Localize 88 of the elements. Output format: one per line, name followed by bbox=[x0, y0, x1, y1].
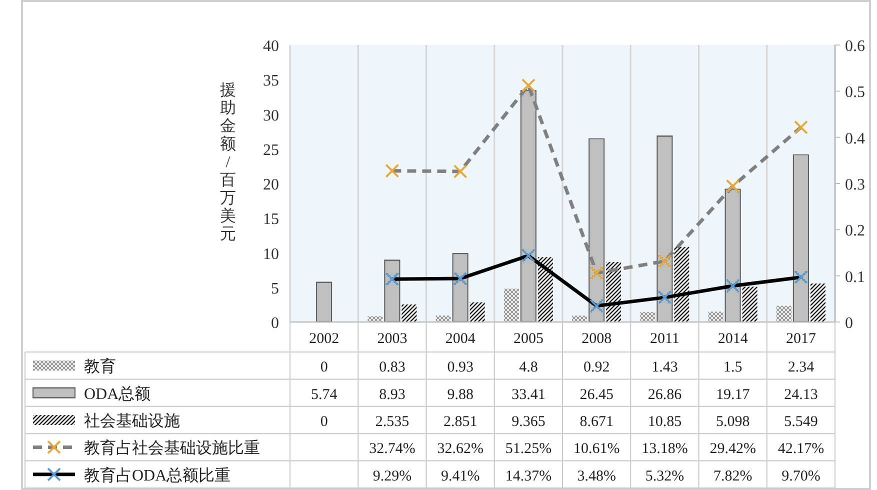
data-label: 0 bbox=[320, 414, 328, 430]
x-tick-label: 2002 bbox=[309, 331, 340, 347]
bar bbox=[724, 188, 741, 322]
bar bbox=[640, 312, 656, 322]
bar bbox=[520, 90, 536, 322]
legend-label: 社会基础设施 bbox=[84, 412, 180, 430]
data-label: 2.535 bbox=[375, 414, 410, 430]
data-label: 26.86 bbox=[648, 386, 682, 403]
data-label: 5.098 bbox=[716, 414, 750, 430]
bar bbox=[572, 316, 588, 322]
x-tick-label: 2004 bbox=[445, 331, 476, 347]
y2-tick-label: 0.1 bbox=[845, 268, 865, 286]
y-tick-label: 35 bbox=[263, 72, 279, 90]
x-tick-label: 2005 bbox=[513, 331, 544, 347]
data-label: 42.17% bbox=[778, 441, 824, 458]
y-tick-label: 40 bbox=[263, 38, 279, 55]
data-label: 5.74 bbox=[310, 386, 338, 403]
y-tick-label: 15 bbox=[263, 211, 279, 228]
data-label: 32.74% bbox=[369, 441, 416, 458]
text: 援助金额/百万美元 bbox=[220, 82, 236, 243]
data-label: 26.45 bbox=[580, 386, 614, 403]
data-label: 9.41% bbox=[440, 468, 480, 484]
data-label: 29.42% bbox=[710, 441, 756, 458]
y-tick-label: 25 bbox=[263, 142, 279, 159]
bar bbox=[504, 288, 519, 322]
data-label: 10.61% bbox=[573, 441, 620, 458]
bar bbox=[538, 257, 553, 322]
y2-tick-label: 0.3 bbox=[845, 176, 865, 194]
bar bbox=[470, 302, 485, 322]
y-tick-label: 20 bbox=[263, 176, 279, 194]
y-tick-label: 5 bbox=[271, 280, 279, 298]
data-label: 3.48% bbox=[577, 468, 616, 484]
data-label: 7.82% bbox=[713, 468, 752, 484]
data-label: 2.34 bbox=[788, 360, 815, 376]
legend-label: 教育 bbox=[84, 358, 116, 376]
data-label: 5.549 bbox=[784, 414, 818, 430]
data-label: 13.18% bbox=[642, 441, 688, 458]
data-label: 24.13 bbox=[784, 386, 818, 403]
bar bbox=[810, 284, 826, 322]
bar bbox=[588, 138, 605, 322]
data-label: 32.62% bbox=[437, 441, 484, 458]
legend-label: ODA总额 bbox=[84, 384, 151, 403]
bar bbox=[436, 316, 451, 322]
bar bbox=[674, 246, 690, 322]
x-tick-label: 2014 bbox=[718, 331, 748, 347]
data-label: 10.85 bbox=[648, 414, 682, 430]
y2-tick-label: 0.5 bbox=[845, 84, 865, 102]
data-label: 9.88 bbox=[447, 386, 474, 403]
bar bbox=[384, 260, 400, 322]
y-tick-label: 0 bbox=[271, 315, 279, 332]
data-label: 4.8 bbox=[519, 360, 538, 376]
data-label: 14.37% bbox=[505, 468, 552, 484]
bar bbox=[606, 262, 622, 322]
bar bbox=[656, 135, 673, 322]
data-label: 9.29% bbox=[372, 468, 412, 484]
data-label: 8.671 bbox=[580, 414, 614, 430]
bar bbox=[776, 306, 792, 322]
data-label: 0 bbox=[320, 360, 328, 376]
bar bbox=[316, 282, 332, 322]
data-label: 33.41 bbox=[512, 386, 546, 403]
data-label: 9.70% bbox=[782, 468, 820, 484]
data-label: 8.93 bbox=[379, 386, 406, 403]
data-label: 5.32% bbox=[645, 468, 684, 484]
bar bbox=[742, 286, 758, 322]
y-tick-label: 10 bbox=[263, 246, 279, 263]
y-tick-label: 30 bbox=[263, 107, 279, 124]
data-label: 19.17 bbox=[716, 386, 750, 403]
x-tick-label: 2008 bbox=[582, 331, 612, 347]
data-label: 1.5 bbox=[723, 360, 742, 376]
bar bbox=[792, 154, 809, 322]
bar bbox=[402, 304, 417, 322]
x-tick-label: 2017 bbox=[786, 331, 816, 347]
x-tick-label: 2003 bbox=[377, 331, 408, 347]
data-label: 0.83 bbox=[379, 360, 406, 376]
y2-tick-label: 0 bbox=[845, 315, 853, 332]
legend-label: 教育占社会基础设施比重 bbox=[84, 439, 260, 458]
data-label: 1.43 bbox=[652, 360, 678, 376]
data-label: 0.93 bbox=[447, 360, 474, 376]
bar bbox=[708, 312, 724, 322]
data-label: 51.25% bbox=[505, 441, 552, 458]
data-label: 0.92 bbox=[583, 360, 610, 376]
y2-tick-label: 0.6 bbox=[845, 38, 865, 55]
legend-label: 教育占ODA总额比重 bbox=[84, 466, 231, 484]
x-tick-label: 2011 bbox=[650, 331, 680, 347]
data-label: 2.851 bbox=[443, 414, 478, 430]
y2-tick-label: 0.2 bbox=[845, 222, 865, 240]
y2-tick-label: 0.4 bbox=[845, 130, 865, 148]
data-label: 9.365 bbox=[512, 414, 546, 430]
